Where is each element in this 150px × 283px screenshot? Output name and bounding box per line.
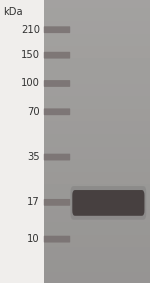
Text: 35: 35	[27, 152, 40, 162]
FancyBboxPatch shape	[72, 190, 144, 216]
Text: 210: 210	[21, 25, 40, 35]
Text: 100: 100	[21, 78, 40, 89]
FancyBboxPatch shape	[44, 154, 70, 160]
Bar	[44, 0, 150, 283]
FancyBboxPatch shape	[70, 186, 146, 220]
FancyBboxPatch shape	[44, 236, 70, 243]
FancyBboxPatch shape	[44, 108, 70, 115]
Text: 10: 10	[27, 234, 40, 244]
Text: 17: 17	[27, 197, 40, 207]
FancyBboxPatch shape	[44, 199, 70, 206]
Text: 70: 70	[27, 107, 40, 117]
Text: kDa: kDa	[3, 7, 23, 17]
Text: 150: 150	[21, 50, 40, 60]
FancyBboxPatch shape	[44, 52, 70, 59]
FancyBboxPatch shape	[44, 80, 70, 87]
FancyBboxPatch shape	[44, 26, 70, 33]
